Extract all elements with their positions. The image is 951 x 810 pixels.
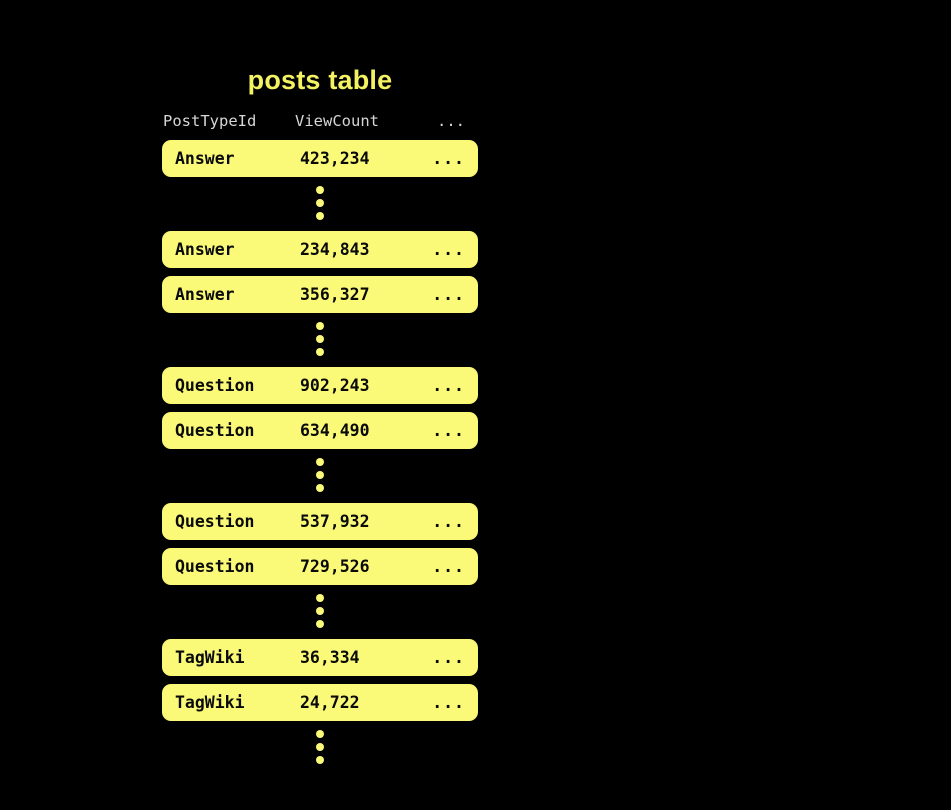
cell-view-count: 537,932	[300, 512, 370, 531]
column-header-more-ellipsis: ...	[437, 112, 465, 130]
cell-more-ellipsis: ...	[432, 693, 465, 712]
ellipsis-dot	[316, 743, 324, 751]
cell-more-ellipsis: ...	[432, 376, 465, 395]
posts-table-diagram: posts table PostTypeId ViewCount ... Ans…	[162, 60, 478, 767]
vertical-ellipsis-icon	[162, 591, 478, 631]
column-header-post-type-id: PostTypeId	[163, 112, 257, 130]
table-row[interactable]: Answer 356,327...	[162, 276, 478, 313]
ellipsis-dot	[316, 335, 324, 343]
ellipsis-dot	[316, 199, 324, 207]
column-header-view-count: ViewCount	[295, 112, 379, 130]
row-group: TagWiki 36,334... TagWiki 24,722...	[162, 639, 478, 767]
ellipsis-dot	[316, 620, 324, 628]
table-row[interactable]: Answer 423,234...	[162, 140, 478, 177]
vertical-ellipsis-icon	[162, 183, 478, 223]
cell-more-ellipsis: ...	[432, 512, 465, 531]
cell-more-ellipsis: ...	[432, 285, 465, 304]
cell-post-type-id: Question	[175, 512, 255, 531]
table-header-row: PostTypeId ViewCount ...	[162, 108, 478, 134]
row-group: Answer 234,843... Answer 356,327...	[162, 231, 478, 359]
ellipsis-dot	[316, 484, 324, 492]
row-group: Question 902,243... Question 634,490...	[162, 367, 478, 495]
table-row[interactable]: Question 634,490...	[162, 412, 478, 449]
cell-post-type-id: Answer	[175, 149, 235, 168]
row-group: Question 537,932... Question 729,526...	[162, 503, 478, 631]
cell-view-count: 24,722	[300, 693, 360, 712]
vertical-ellipsis-icon	[162, 319, 478, 359]
cell-view-count: 234,843	[300, 240, 370, 259]
table-row[interactable]: Question 537,932...	[162, 503, 478, 540]
cell-view-count: 356,327	[300, 285, 370, 304]
cell-post-type-id: Question	[175, 557, 255, 576]
cell-view-count: 902,243	[300, 376, 370, 395]
cell-more-ellipsis: ...	[432, 240, 465, 259]
ellipsis-dot	[316, 730, 324, 738]
cell-more-ellipsis: ...	[432, 421, 465, 440]
cell-view-count: 634,490	[300, 421, 370, 440]
cell-post-type-id: Answer	[175, 240, 235, 259]
table-row[interactable]: TagWiki 24,722...	[162, 684, 478, 721]
cell-post-type-id: TagWiki	[175, 648, 245, 667]
ellipsis-dot	[316, 212, 324, 220]
table-rows: Answer 423,234... Answer 234,843... Answer 35…	[162, 140, 478, 767]
cell-post-type-id: Question	[175, 376, 255, 395]
ellipsis-dot	[316, 348, 324, 356]
ellipsis-dot	[316, 607, 324, 615]
table-row[interactable]: Question 729,526...	[162, 548, 478, 585]
ellipsis-dot	[316, 471, 324, 479]
cell-more-ellipsis: ...	[432, 557, 465, 576]
row-group: Answer 423,234...	[162, 140, 478, 223]
cell-view-count: 729,526	[300, 557, 370, 576]
vertical-ellipsis-icon	[162, 727, 478, 767]
table-row[interactable]: Question 902,243...	[162, 367, 478, 404]
cell-view-count: 36,334	[300, 648, 360, 667]
table-row[interactable]: Answer 234,843...	[162, 231, 478, 268]
cell-post-type-id: Answer	[175, 285, 235, 304]
ellipsis-dot	[316, 322, 324, 330]
table-row[interactable]: TagWiki 36,334...	[162, 639, 478, 676]
cell-post-type-id: Question	[175, 421, 255, 440]
page-title: posts table	[247, 65, 393, 95]
cell-more-ellipsis: ...	[432, 648, 465, 667]
ellipsis-dot	[316, 594, 324, 602]
vertical-ellipsis-icon	[162, 455, 478, 495]
cell-more-ellipsis: ...	[432, 149, 465, 168]
ellipsis-dot	[316, 458, 324, 466]
ellipsis-dot	[316, 186, 324, 194]
cell-view-count: 423,234	[300, 149, 370, 168]
ellipsis-dot	[316, 756, 324, 764]
cell-post-type-id: TagWiki	[175, 693, 245, 712]
